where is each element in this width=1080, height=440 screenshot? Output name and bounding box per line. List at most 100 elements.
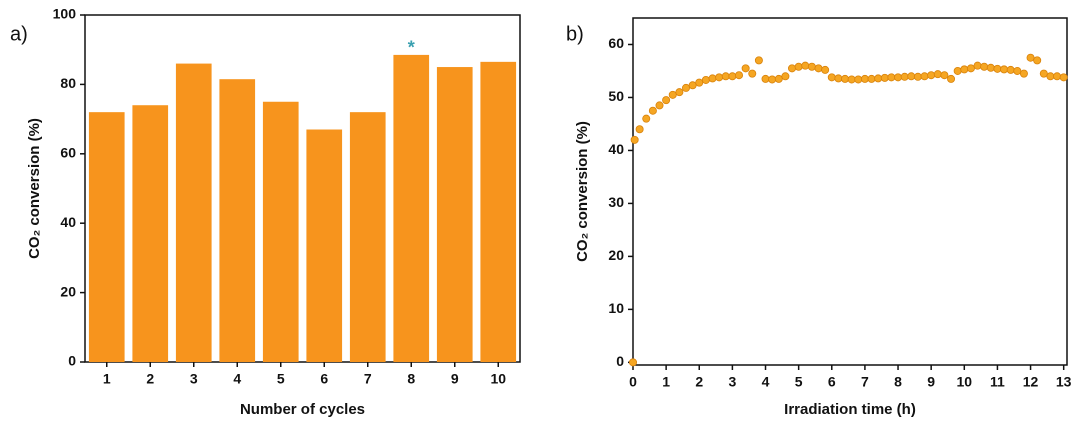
panel-label: b) [566, 23, 584, 45]
data-point [801, 61, 810, 70]
data-point [807, 62, 816, 71]
bar [480, 61, 517, 362]
annotation: * [408, 38, 415, 58]
y-tick-label: 20 [608, 247, 624, 263]
y-tick-label: 40 [60, 214, 76, 230]
bar [306, 129, 343, 362]
x-tick-label: 6 [828, 374, 836, 390]
y-axis-label: CO₂ conversion (%) [574, 121, 591, 262]
data-point [920, 72, 929, 81]
data-point [754, 56, 763, 65]
bar [175, 63, 212, 363]
x-tick-label: 9 [451, 371, 459, 387]
y-tick-label: 100 [53, 6, 77, 22]
data-point [794, 62, 803, 71]
bar [393, 54, 430, 362]
data-point [933, 70, 942, 79]
x-tick-label: 10 [490, 371, 506, 387]
x-tick-label: 4 [233, 371, 241, 387]
data-point [668, 90, 677, 99]
plot-frame [84, 14, 521, 363]
data-point [814, 64, 823, 73]
x-tick-label: 8 [407, 371, 415, 387]
data-point [774, 74, 783, 83]
x-tick-label: 6 [320, 371, 328, 387]
data-point [701, 75, 710, 84]
data-point [715, 73, 724, 82]
data-point [900, 72, 909, 81]
data-point [1033, 56, 1042, 65]
data-point [1000, 65, 1009, 74]
x-tick-label: 1 [662, 374, 670, 390]
x-tick-label: 3 [728, 374, 736, 390]
data-point [1059, 73, 1068, 82]
data-point [1046, 72, 1055, 81]
data-point [688, 81, 697, 90]
plot-frame [632, 17, 1068, 366]
panel-label: a) [10, 23, 28, 45]
data-point [682, 83, 691, 92]
x-tick-label: 5 [795, 374, 803, 390]
y-tick-label: 0 [68, 353, 76, 369]
data-point [966, 64, 975, 73]
x-tick-label: 3 [190, 371, 198, 387]
data-point [735, 71, 744, 80]
x-tick-label: 5 [277, 371, 285, 387]
x-tick-label: 10 [957, 374, 973, 390]
data-point [834, 74, 843, 83]
x-tick-label: 9 [927, 374, 935, 390]
bar [262, 101, 299, 362]
y-tick-label: 50 [608, 88, 624, 104]
data-point [655, 101, 664, 110]
x-tick-label: 13 [1056, 374, 1072, 390]
data-point [947, 74, 956, 83]
data-point [642, 114, 651, 123]
y-tick-label: 0 [616, 353, 624, 369]
x-axis-label: Irradiation time (h) [784, 401, 916, 418]
bar [219, 79, 256, 362]
data-point [953, 66, 962, 75]
x-tick-label: 12 [1023, 374, 1039, 390]
x-tick-label: 0 [629, 374, 637, 390]
data-point [907, 72, 916, 81]
bar [88, 112, 125, 362]
x-axis-label: Number of cycles [240, 401, 365, 418]
data-point [1026, 53, 1035, 62]
data-point [695, 78, 704, 87]
y-tick-label: 60 [60, 145, 76, 161]
data-point [1013, 66, 1022, 75]
x-tick-label: 2 [695, 374, 703, 390]
data-point [728, 72, 737, 81]
data-point [960, 65, 969, 74]
x-tick-label: 8 [894, 374, 902, 390]
x-tick-label: 4 [762, 374, 770, 390]
x-tick-label: 7 [861, 374, 869, 390]
data-point [648, 106, 657, 115]
y-tick-label: 30 [608, 194, 624, 210]
x-tick-label: 11 [990, 374, 1005, 390]
data-point [867, 74, 876, 83]
data-point [887, 73, 896, 82]
y-tick-label: 10 [608, 300, 624, 316]
data-point [721, 72, 730, 81]
bar [132, 105, 169, 362]
y-tick-label: 40 [608, 141, 624, 157]
data-point [874, 74, 883, 83]
data-point [662, 96, 671, 105]
data-point [1039, 69, 1048, 78]
data-point [741, 64, 750, 73]
data-point [827, 73, 836, 82]
data-point [847, 75, 856, 84]
data-point [635, 125, 644, 134]
y-tick-label: 80 [60, 75, 76, 91]
data-point [894, 73, 903, 82]
x-tick-label: 2 [146, 371, 154, 387]
data-point [980, 62, 989, 71]
data-point [761, 74, 770, 83]
data-point [768, 75, 777, 84]
data-point [1019, 69, 1028, 78]
data-point [675, 88, 684, 97]
data-point [913, 72, 922, 81]
data-point [708, 74, 717, 83]
